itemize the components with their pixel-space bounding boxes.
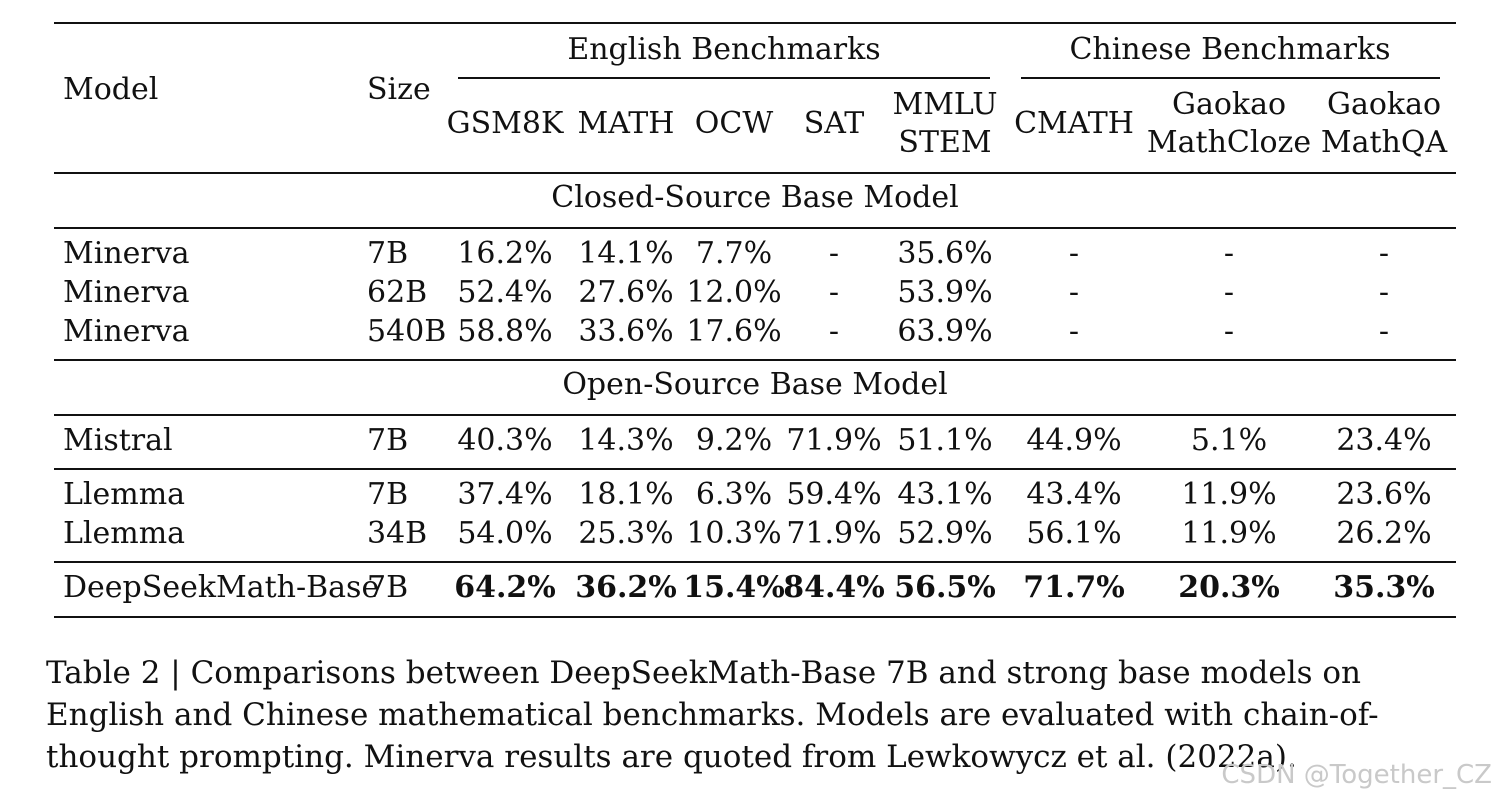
table-cell: 11.9%	[1181, 477, 1277, 512]
table-cell: 20.3%	[1178, 570, 1280, 605]
table-cell: 52.9%	[897, 516, 993, 551]
section-title: Open-Source Base Model	[562, 367, 948, 402]
table-cell: 64.2%	[454, 570, 556, 605]
table-cell: -	[1068, 275, 1080, 310]
table-cell: 17.6%	[686, 314, 782, 349]
table-cell: -	[1378, 314, 1390, 349]
row-size: 62B	[367, 275, 428, 310]
table-cell: 11.9%	[1181, 516, 1277, 551]
row-size: 7B	[367, 236, 409, 271]
group-rule	[54, 561, 1456, 563]
header-col-1: MATH	[577, 106, 675, 141]
table-cell: 12.0%	[686, 275, 782, 310]
table-cell: -	[828, 314, 840, 349]
table-cell: 18.1%	[578, 477, 674, 512]
row-size: 7B	[367, 570, 409, 605]
header-col-4-line2: STEM	[898, 125, 992, 160]
table-cell: -	[1378, 275, 1390, 310]
header-col-3: SAT	[803, 106, 865, 141]
cmidrule-chinese	[1021, 77, 1440, 79]
table-cell: 10.3%	[686, 516, 782, 551]
group-rule	[54, 359, 1456, 361]
table-cell: 37.4%	[457, 477, 553, 512]
table-cell: 9.2%	[695, 423, 773, 458]
section-title: Closed-Source Base Model	[551, 180, 959, 215]
header-group-chinese: Chinese Benchmarks	[1069, 32, 1391, 67]
table-cell: 52.4%	[457, 275, 553, 310]
table-cell: 43.1%	[897, 477, 993, 512]
table-cell: 53.9%	[897, 275, 993, 310]
table-cell: -	[1223, 236, 1235, 271]
row-size: 7B	[367, 477, 409, 512]
header-group-english: English Benchmarks	[567, 32, 881, 67]
table-cell: 15.4%	[683, 570, 785, 605]
table-cell: 35.3%	[1333, 570, 1435, 605]
table-cell: 6.3%	[695, 477, 773, 512]
table-cell: 14.3%	[578, 423, 674, 458]
row-model: Mistral	[63, 423, 173, 458]
table-caption: Table 2 | Comparisons between DeepSeekMa…	[46, 655, 1379, 775]
table-cell: 71.9%	[786, 516, 882, 551]
header-model: Model	[63, 72, 159, 107]
header-col-6-line1: Gaokao	[1171, 87, 1287, 122]
table-cell: 23.4%	[1336, 423, 1432, 458]
section-rule	[54, 227, 1456, 229]
table-cell: -	[1223, 314, 1235, 349]
header-col-7-line1: Gaokao	[1326, 87, 1442, 122]
header-col-6-line2: MathCloze	[1146, 125, 1312, 160]
table-cell: 58.8%	[457, 314, 553, 349]
header-col-5: CMATH	[1014, 106, 1134, 141]
table-cell: 59.4%	[786, 477, 882, 512]
table-cell: 35.6%	[897, 236, 993, 271]
table-cell: 14.1%	[578, 236, 674, 271]
row-model: Minerva	[63, 314, 190, 349]
header-col-0: GSM8K	[446, 106, 564, 141]
top-rule	[54, 22, 1456, 24]
table-cell: 63.9%	[897, 314, 993, 349]
bottom-rule	[54, 616, 1456, 618]
table-cell: 36.2%	[575, 570, 677, 605]
header-size: Size	[367, 72, 431, 107]
table-cell: 51.1%	[897, 423, 993, 458]
table-cell: 54.0%	[457, 516, 553, 551]
row-model: DeepSeekMath-Base	[63, 570, 380, 605]
header-col-2: OCW	[694, 106, 774, 141]
table-cell: 26.2%	[1336, 516, 1432, 551]
table-cell: 71.7%	[1023, 570, 1125, 605]
table-cell: 56.1%	[1026, 516, 1122, 551]
table-cell: 16.2%	[457, 236, 553, 271]
table-cell: -	[1068, 236, 1080, 271]
section-rule	[54, 414, 1456, 416]
table-cell: 27.6%	[578, 275, 674, 310]
group-rule	[54, 468, 1456, 470]
header-bottom-rule	[54, 172, 1456, 174]
table-cell: 5.1%	[1190, 423, 1268, 458]
table-cell: 40.3%	[457, 423, 553, 458]
table-cell: 33.6%	[578, 314, 674, 349]
table-cell: -	[1068, 314, 1080, 349]
table-cell: 43.4%	[1026, 477, 1122, 512]
row-size: 540B	[367, 314, 447, 349]
header-col-4-line1: MMLU	[892, 87, 998, 122]
table-cell: -	[1223, 275, 1235, 310]
row-model: Llemma	[63, 516, 186, 551]
row-model: Minerva	[63, 236, 190, 271]
table-cell: -	[1378, 236, 1390, 271]
table-cell: 56.5%	[894, 570, 996, 605]
table-cell: 7.7%	[695, 236, 773, 271]
header-col-7-line2: MathQA	[1320, 125, 1448, 160]
table-cell: 25.3%	[578, 516, 674, 551]
table-cell: -	[828, 275, 840, 310]
row-model: Llemma	[63, 477, 186, 512]
table-cell: -	[828, 236, 840, 271]
row-size: 7B	[367, 423, 409, 458]
row-model: Minerva	[63, 275, 190, 310]
cmidrule-english	[458, 77, 990, 79]
row-size: 34B	[367, 516, 428, 551]
table-cell: 44.9%	[1026, 423, 1122, 458]
table-cell: 23.6%	[1336, 477, 1432, 512]
table-cell: 71.9%	[786, 423, 882, 458]
watermark: CSDN @Together_CZ	[1221, 760, 1492, 790]
table-cell: 84.4%	[783, 570, 885, 605]
